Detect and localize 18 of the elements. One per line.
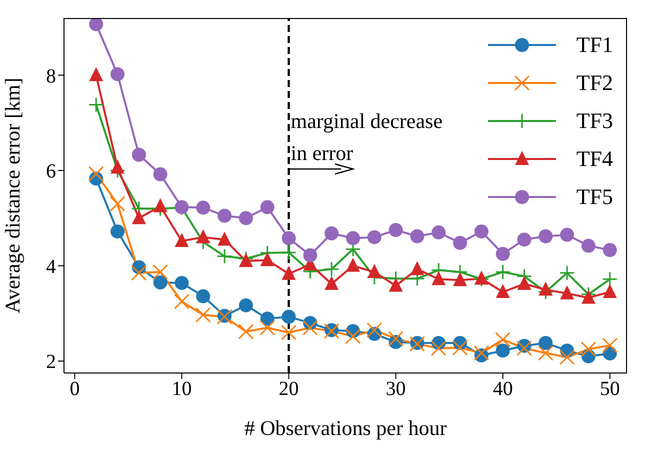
- x-axis-title: # Observations per hour: [244, 416, 447, 440]
- x-tick-label: 20: [278, 378, 299, 400]
- y-axis-title: Average distance error [km]: [0, 78, 24, 314]
- x-tick-label: 40: [492, 378, 513, 400]
- legend-label: TF5: [576, 184, 613, 210]
- legend-label: TF1: [576, 32, 613, 58]
- y-tick-label: 2: [46, 351, 56, 374]
- x-tick-label: 10: [172, 378, 192, 400]
- y-tick-label: 6: [46, 160, 56, 183]
- legend-label: TF3: [576, 108, 613, 134]
- y-tick-label: 4: [46, 256, 56, 278]
- y-tick-label: 8: [46, 65, 56, 88]
- x-tick-label: 30: [386, 378, 406, 400]
- x-tick-label: 0: [70, 378, 80, 400]
- annotation: marginal decrease in error: [290, 108, 443, 167]
- legend-label: TF4: [576, 146, 613, 172]
- legend-label: TF2: [576, 70, 613, 96]
- x-tick-label: 50: [600, 378, 620, 400]
